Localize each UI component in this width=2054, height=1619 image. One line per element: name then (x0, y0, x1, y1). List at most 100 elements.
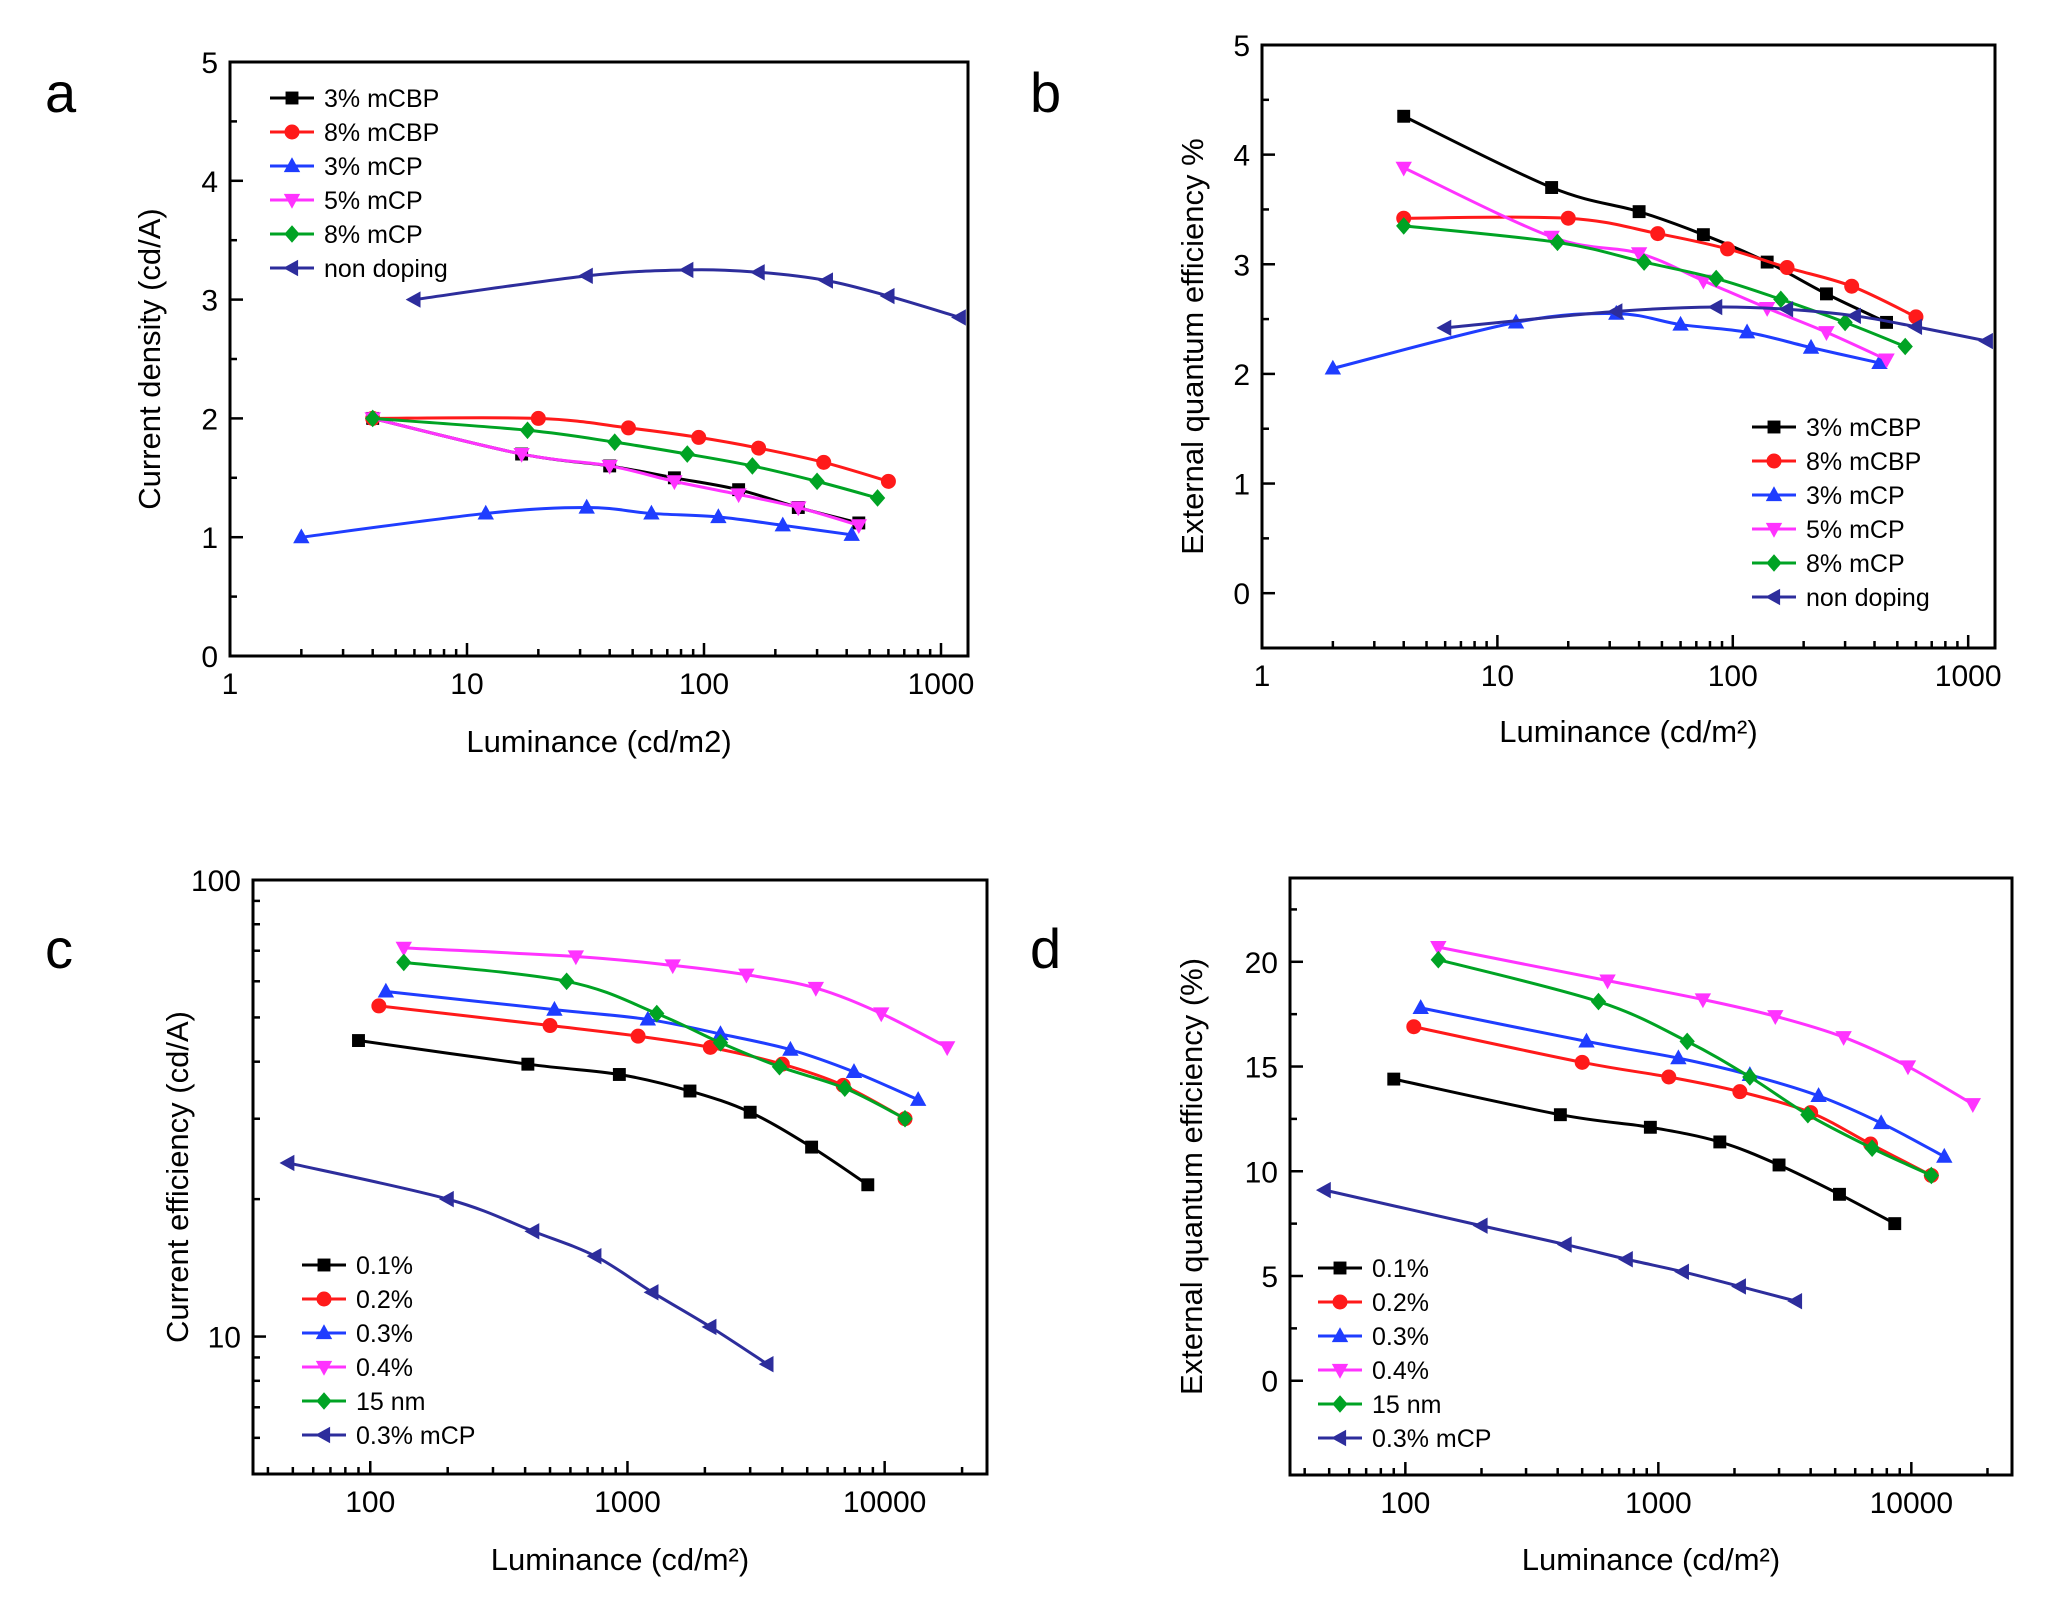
data-point (1607, 303, 1623, 320)
data-point (816, 454, 832, 470)
y-tick-label: 3 (1233, 249, 1250, 282)
data-point (730, 488, 747, 504)
data-point (909, 1091, 927, 1106)
data-point (558, 972, 575, 991)
data-point (1707, 298, 1723, 316)
panel-b: b 1 10 100 1000 0 1 2 3 4 5 Luminance (cd/m²) Extern… (1030, 30, 2002, 749)
data-point (521, 1057, 535, 1071)
data-point (1738, 323, 1756, 339)
series-2 (1412, 999, 1953, 1163)
data-point (1430, 941, 1447, 956)
data-point (1636, 253, 1652, 271)
data-point (279, 1154, 295, 1172)
data-point (1436, 319, 1452, 337)
data-point (577, 267, 593, 285)
data-point (377, 982, 395, 998)
x-tick-label: 1000 (594, 1486, 661, 1519)
y-tick-label: 0 (201, 641, 218, 674)
series-5 (279, 1154, 774, 1373)
legend-label: non doping (324, 255, 448, 283)
data-point (630, 1028, 646, 1044)
y-axis-label: Current efficiency (cd/A) (160, 1011, 195, 1343)
data-point (818, 272, 833, 289)
series-4 (396, 953, 913, 1128)
data-point (365, 409, 381, 428)
data-point (438, 1190, 454, 1208)
data-point (1578, 1032, 1595, 1048)
legend-label: 5% mCP (324, 187, 423, 215)
data-point (1872, 1114, 1890, 1130)
plot-frame (1260, 43, 1997, 650)
data-point (643, 1284, 659, 1301)
legend-marker (1765, 486, 1783, 502)
data-point (352, 1034, 365, 1047)
x-tick-label: 1 (222, 668, 239, 701)
y-tick-label: 1 (1233, 469, 1250, 502)
data-point (1820, 287, 1833, 301)
x-tick-label: 10 (1481, 660, 1514, 693)
data-point (1549, 233, 1566, 252)
y-tick-label: 10 (208, 1322, 241, 1355)
data-point (1395, 161, 1412, 177)
data-point (586, 1247, 602, 1265)
data-point (542, 1018, 558, 1034)
data-point (1324, 359, 1342, 375)
data-point (1720, 241, 1736, 257)
data-point (649, 1004, 665, 1023)
data-point (1835, 1031, 1852, 1046)
data-point (743, 1105, 757, 1119)
data-point (1679, 1032, 1695, 1051)
data-point (710, 508, 727, 524)
y-tick-label: 5 (1233, 30, 1250, 63)
series-3 (1395, 161, 1895, 369)
data-point (1643, 1120, 1657, 1134)
data-point (666, 475, 683, 491)
x-tick-label: 10000 (843, 1486, 926, 1519)
y-axis-label: External quantum efficiency (%) (1174, 958, 1209, 1395)
series-1 (1396, 210, 1924, 325)
x-axis-label: Luminance (cd/m2) (466, 724, 731, 759)
legend-label: 0.3% mCP (356, 1422, 475, 1450)
data-point (1396, 217, 1412, 235)
data-point (1899, 1060, 1917, 1076)
data-point (679, 445, 695, 463)
y-tick-label: 4 (1233, 140, 1250, 173)
legend-label: 8% mCBP (1806, 448, 1921, 476)
series-3 (1430, 941, 1982, 1113)
data-point (805, 1140, 819, 1154)
x-tick-label: 100 (345, 1486, 395, 1519)
data-point (1630, 247, 1648, 263)
data-point (1779, 260, 1795, 276)
data-point (1864, 1139, 1880, 1158)
legend-label: 0.1% (1372, 1255, 1429, 1283)
y-tick-label: 2 (201, 403, 218, 436)
x-tick-label: 100 (679, 668, 729, 701)
legend-label: 5% mCP (1806, 516, 1905, 544)
legend-marker (283, 157, 301, 173)
legend-marker (1766, 453, 1782, 469)
series-2 (377, 982, 927, 1106)
data-point (620, 420, 636, 436)
legend-label: 15 nm (1372, 1391, 1441, 1419)
legend: 0.1% 0.2% 0.3% 0.4% 15 nm 0.3% mCP (302, 1252, 475, 1450)
data-point (1846, 307, 1861, 324)
data-point (837, 1079, 853, 1097)
x-tick-label: 10000 (1870, 1487, 1953, 1520)
series-5 (1436, 298, 1993, 350)
y-tick-label: 15 (1245, 1052, 1278, 1085)
data-point (396, 953, 412, 972)
data-point (1661, 1069, 1677, 1085)
legend-marker (315, 1360, 333, 1376)
data-point (712, 1033, 729, 1052)
data-point (1731, 1278, 1746, 1295)
data-point (1674, 1263, 1689, 1281)
panel-d: d 100 1000 10000 0 5 10 15 20 Luminance (cd/m²) Ex… (1030, 876, 2014, 1577)
data-point (371, 998, 387, 1014)
data-point (1964, 1098, 1982, 1113)
y-tick-label: 4 (201, 166, 218, 199)
legend-label: 3% mCBP (324, 85, 439, 113)
plot-frame (1288, 876, 2014, 1477)
series-0 (1387, 1072, 1902, 1231)
data-point (1802, 338, 1820, 354)
